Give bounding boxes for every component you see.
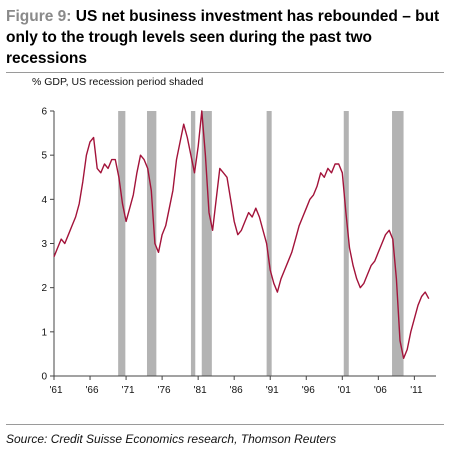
y-tick-label: 0 [41, 372, 47, 383]
x-tick-label: '76 [158, 385, 171, 396]
x-tick-label: '61 [49, 385, 62, 396]
y-tick-label: 3 [41, 239, 47, 250]
figure-title: Figure 9: US net business investment has… [6, 6, 446, 69]
series-layer [53, 110, 430, 359]
recession-band-5 [266, 111, 272, 376]
recession-band-4 [201, 111, 212, 376]
figure-label: Figure 9: [6, 8, 72, 25]
x-tick-label: '96 [302, 385, 315, 396]
recession-band-3 [190, 111, 196, 376]
title-text: US net business investment has rebounded… [6, 8, 440, 67]
header-divider [6, 72, 444, 73]
x-tick-label: '06 [374, 385, 387, 396]
x-tick-label: '11 [410, 385, 423, 396]
chart-axes: 0 1 2 3 4 5 6 '61 '66 '71 '76 '81 '86 '91 '96 '01 '06 '11 [41, 107, 436, 396]
x-tick-label: '91 [266, 385, 279, 396]
y-tick-label: 1 [41, 327, 47, 338]
y-tick-label: 2 [41, 283, 47, 294]
y-tick-label: 6 [41, 107, 47, 118]
x-tick-label: '81 [194, 385, 207, 396]
x-tick-label: '86 [230, 385, 243, 396]
chart-subtitle: % GDP, US recession period shaded [32, 76, 204, 88]
line-chart: 0 1 2 3 4 5 6 '61 '66 '71 '76 '81 '86 '91 '96 '01 '06 '11 [41, 107, 436, 396]
x-tick-label: '71 [122, 385, 135, 396]
series-line-1 [53, 110, 430, 359]
recession-band-7 [392, 111, 404, 376]
y-tick-label: 4 [41, 195, 47, 206]
x-tick-label: '66 [86, 385, 99, 396]
x-tick-label: '01 [338, 385, 351, 396]
y-tick-label: 5 [41, 151, 47, 162]
recession-shading [118, 111, 404, 376]
source-note: Source: Credit Suisse Economics research… [6, 432, 337, 446]
footer-divider [6, 424, 444, 425]
recession-band-2 [146, 111, 157, 376]
recession-band-6 [343, 111, 349, 376]
recession-band-1 [118, 111, 126, 376]
